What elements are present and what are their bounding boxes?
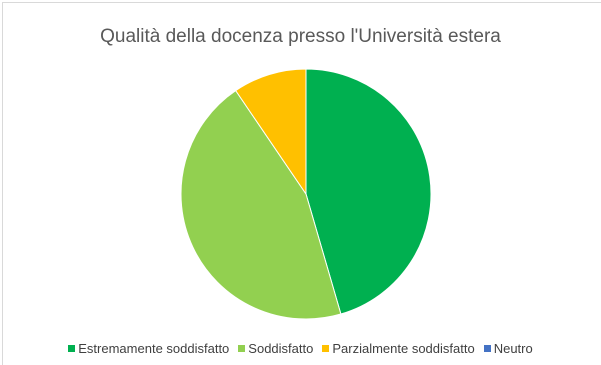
- legend-label: Neutro: [493, 341, 533, 356]
- legend-label: Estremamente soddisfatto: [78, 341, 230, 356]
- legend-label: Soddisfatto: [248, 341, 314, 356]
- legend-item-soddisfatto: Soddisfatto: [238, 341, 313, 356]
- legend: Estremamente soddisfatto Soddisfatto Par…: [0, 341, 601, 356]
- legend-swatch: [238, 345, 246, 352]
- legend-swatch: [483, 345, 491, 352]
- pie-slice-soddisfatto: [180, 89, 342, 320]
- legend-item-parzialmente-soddisfatto: Parzialmente soddisfatto: [322, 341, 475, 356]
- legend-item-neutro: Neutro: [483, 341, 533, 356]
- pie-slices: [180, 68, 432, 320]
- legend-label: Parzialmente soddisfatto: [332, 341, 475, 356]
- legend-swatch: [68, 345, 76, 352]
- chart-title: Qualità della docenza presso l'Universit…: [100, 26, 501, 47]
- pie-slice-parzialmente-soddisfatto: [235, 68, 307, 196]
- legend-swatch: [322, 345, 330, 352]
- legend-item-estremamente-soddisfatto: Estremamente soddisfatto: [68, 341, 229, 356]
- pie-slice-estremamente-soddisfatto: [305, 68, 432, 315]
